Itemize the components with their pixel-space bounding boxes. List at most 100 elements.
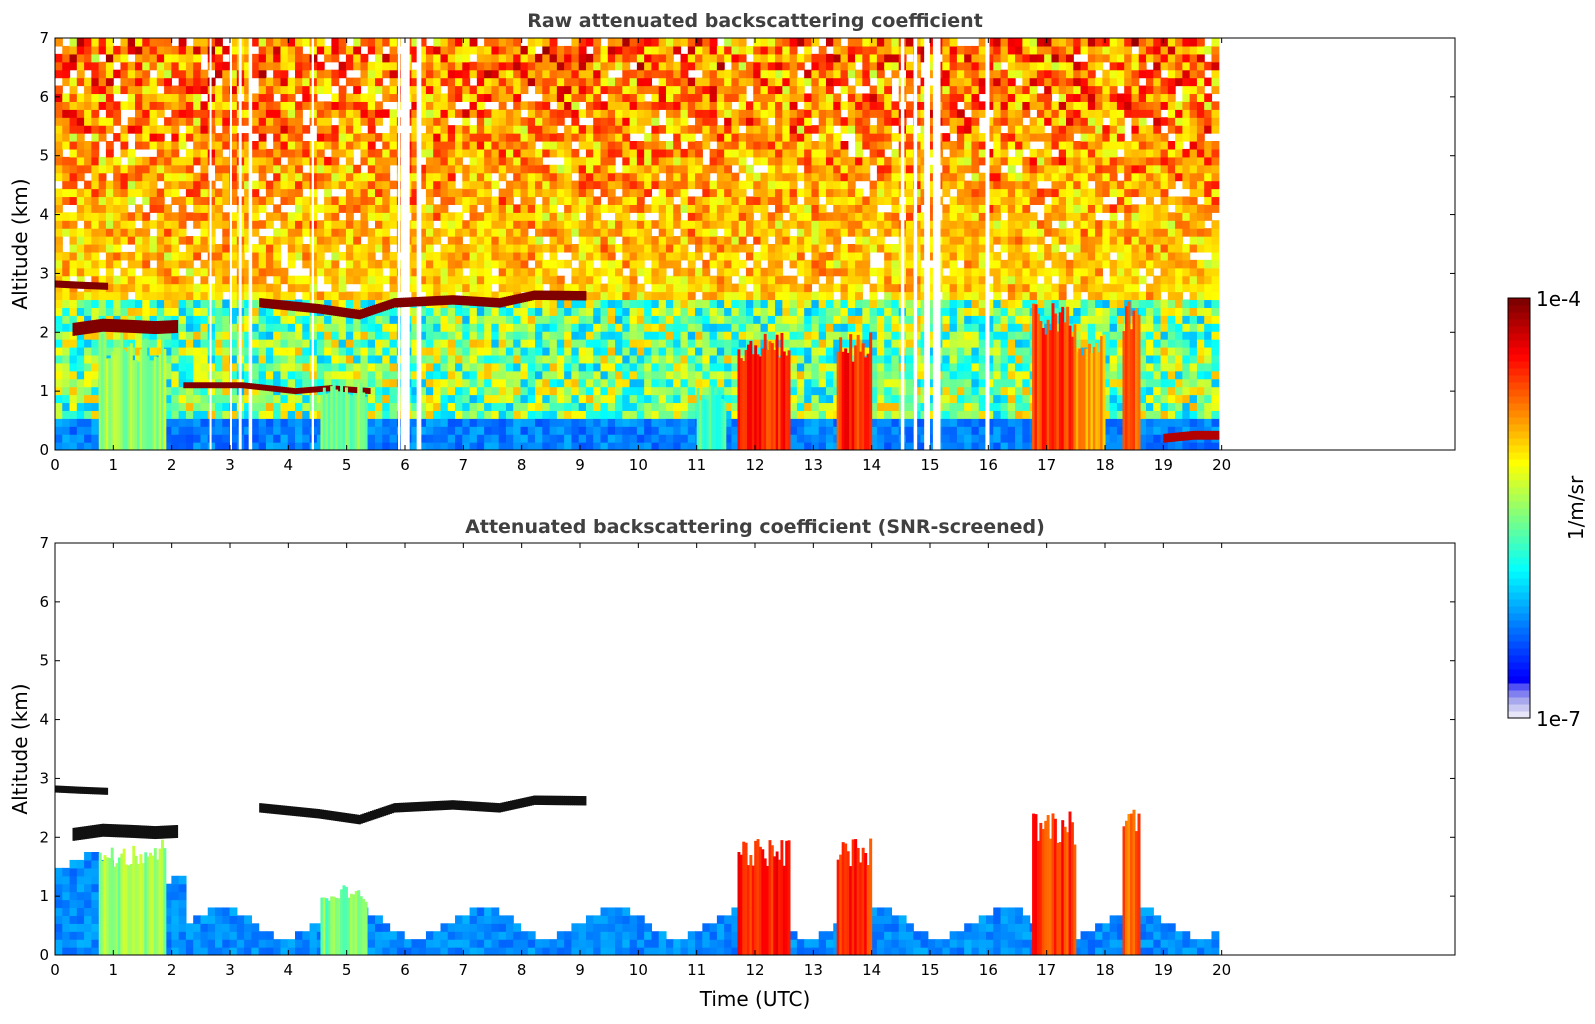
heat-cell bbox=[760, 77, 769, 87]
heat-cell bbox=[353, 204, 362, 213]
heat-cell bbox=[360, 370, 369, 380]
heat-cell bbox=[527, 386, 536, 396]
heat-cell bbox=[644, 307, 653, 316]
heat-cell bbox=[98, 38, 107, 47]
heat-cell bbox=[600, 133, 609, 142]
heat-cell bbox=[593, 386, 602, 396]
heat-cell bbox=[804, 386, 813, 396]
heat-cell bbox=[665, 354, 674, 364]
heat-cell bbox=[767, 196, 776, 205]
heat-cell bbox=[695, 172, 703, 182]
heat-cell bbox=[280, 378, 289, 388]
heat-cell bbox=[651, 442, 660, 450]
heat-cell bbox=[433, 38, 442, 47]
heat-cell bbox=[753, 204, 762, 213]
heat-cell bbox=[84, 244, 92, 253]
heat-cell bbox=[433, 378, 442, 388]
heat-cell bbox=[433, 442, 442, 450]
heat-cell bbox=[105, 45, 114, 55]
heat-cell bbox=[476, 148, 485, 158]
heat-cell bbox=[658, 370, 667, 380]
heat-cell bbox=[724, 156, 733, 166]
heat-cell bbox=[389, 53, 398, 63]
heat-cell bbox=[178, 69, 187, 79]
heat-cell bbox=[782, 196, 791, 205]
heat-cell bbox=[498, 236, 507, 245]
heat-cell bbox=[84, 85, 92, 95]
heat-cell bbox=[178, 299, 187, 308]
heat-cell bbox=[556, 69, 565, 79]
heat-cell bbox=[389, 236, 398, 245]
heat-cell bbox=[542, 77, 551, 87]
heat-cell bbox=[600, 394, 609, 404]
heat-cell bbox=[98, 259, 107, 269]
heat-cell bbox=[498, 228, 507, 237]
heat-cell bbox=[673, 426, 682, 435]
heat-cell bbox=[273, 323, 282, 332]
heat-cell bbox=[207, 354, 216, 364]
heat-cell bbox=[753, 61, 762, 71]
heat-cell bbox=[571, 386, 580, 396]
heat-cell bbox=[113, 109, 122, 118]
heat-cell bbox=[767, 109, 776, 118]
heat-cell bbox=[687, 259, 696, 269]
heat-cell bbox=[411, 212, 420, 221]
heat-cell bbox=[687, 362, 696, 372]
heat-cell bbox=[767, 148, 776, 158]
heat-cell bbox=[367, 204, 376, 213]
heat-cell bbox=[84, 141, 92, 150]
heat-cell bbox=[593, 85, 602, 95]
heat-cell bbox=[527, 212, 536, 221]
heat-cell bbox=[571, 244, 580, 253]
heat-cell bbox=[135, 156, 143, 166]
heat-cell bbox=[316, 141, 325, 150]
heat-cell bbox=[280, 148, 289, 158]
heat-cell bbox=[709, 259, 718, 269]
heat-cell bbox=[469, 307, 478, 316]
heat-cell bbox=[782, 148, 791, 158]
heat-cell bbox=[215, 61, 223, 71]
heat-cell bbox=[273, 53, 282, 63]
heat-cell bbox=[113, 212, 122, 221]
heat-cell bbox=[433, 141, 442, 150]
heat-cell bbox=[665, 347, 674, 356]
heat-cell bbox=[215, 85, 223, 95]
heat-cell bbox=[295, 45, 303, 55]
heat-cell bbox=[149, 109, 158, 118]
heat-cell bbox=[549, 410, 558, 419]
heat-cell bbox=[62, 378, 71, 388]
heat-cell bbox=[113, 45, 122, 55]
heat-cell bbox=[142, 220, 151, 229]
heat-cell bbox=[658, 410, 667, 419]
heat-cell bbox=[200, 370, 209, 380]
heat-cell bbox=[171, 251, 180, 261]
heat-cell bbox=[484, 283, 492, 293]
heat-cell bbox=[360, 117, 369, 126]
heat-cell bbox=[389, 133, 398, 142]
heat-cell bbox=[542, 148, 551, 158]
heat-cell bbox=[193, 267, 202, 277]
heat-cell bbox=[687, 410, 696, 419]
heat-cell bbox=[556, 402, 565, 411]
heat-cell bbox=[462, 196, 471, 205]
heat-cell bbox=[658, 38, 667, 47]
heat-cell bbox=[440, 117, 449, 126]
heat-cell bbox=[215, 109, 223, 118]
heat-cell bbox=[469, 339, 478, 348]
heat-cell bbox=[476, 315, 485, 324]
heat-cell bbox=[760, 61, 769, 71]
heat-cell bbox=[585, 442, 594, 450]
heat-cell bbox=[353, 354, 362, 364]
heat-cell bbox=[382, 402, 391, 411]
heat-cell bbox=[615, 378, 623, 388]
heat-cell bbox=[600, 148, 609, 158]
heat-cell bbox=[91, 434, 100, 443]
heat-cell bbox=[142, 38, 151, 47]
heat-cell bbox=[658, 212, 667, 221]
heat-cell bbox=[258, 141, 267, 150]
heat-cell bbox=[484, 251, 492, 261]
heat-cell bbox=[556, 85, 565, 95]
heat-cell bbox=[302, 212, 311, 221]
heat-cell bbox=[76, 61, 85, 71]
heat-cell bbox=[527, 148, 536, 158]
